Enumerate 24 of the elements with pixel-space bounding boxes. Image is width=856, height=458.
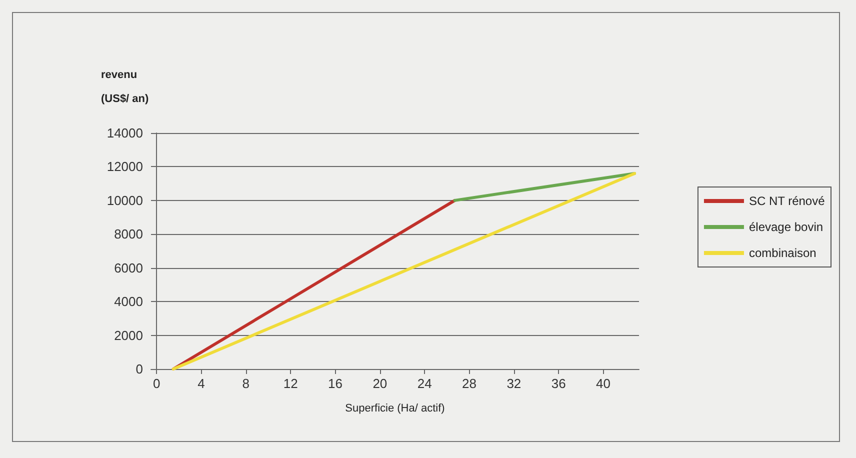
x-tick-label: 32 xyxy=(506,376,522,391)
y-tick-label: 4000 xyxy=(114,294,143,310)
y-tick-label: 0 xyxy=(136,362,143,376)
x-tick-label: 28 xyxy=(462,376,476,391)
y-tick-label: 14000 xyxy=(106,126,143,140)
x-axis-title: Superficie (Ha/ actif) xyxy=(345,402,445,414)
x-tick-label: 16 xyxy=(328,376,342,391)
y-axis-title: revenu (US$/ an) xyxy=(101,69,150,105)
y-tick-label: 12000 xyxy=(106,159,143,174)
legend-label: SC NT rénové xyxy=(748,194,826,208)
legend-label: combinaison xyxy=(748,246,816,260)
y-tick-label: 8000 xyxy=(114,226,143,242)
legend-label: élevage bovin xyxy=(748,220,824,234)
x-tick-label: 4 xyxy=(198,376,205,391)
x-tick-label: 36 xyxy=(551,376,566,391)
x-tick-label: 8 xyxy=(242,376,250,391)
y-tick-label: 6000 xyxy=(114,260,143,276)
x-tick-label: 12 xyxy=(283,376,298,391)
y-tick-label: 2000 xyxy=(114,328,143,343)
x-tick-label: 20 xyxy=(372,376,388,391)
x-tick-label: 24 xyxy=(417,376,432,391)
x-tick-label: 0 xyxy=(152,376,160,391)
y-tick-label: 10000 xyxy=(106,192,143,208)
x-tick-label: 40 xyxy=(596,376,610,391)
